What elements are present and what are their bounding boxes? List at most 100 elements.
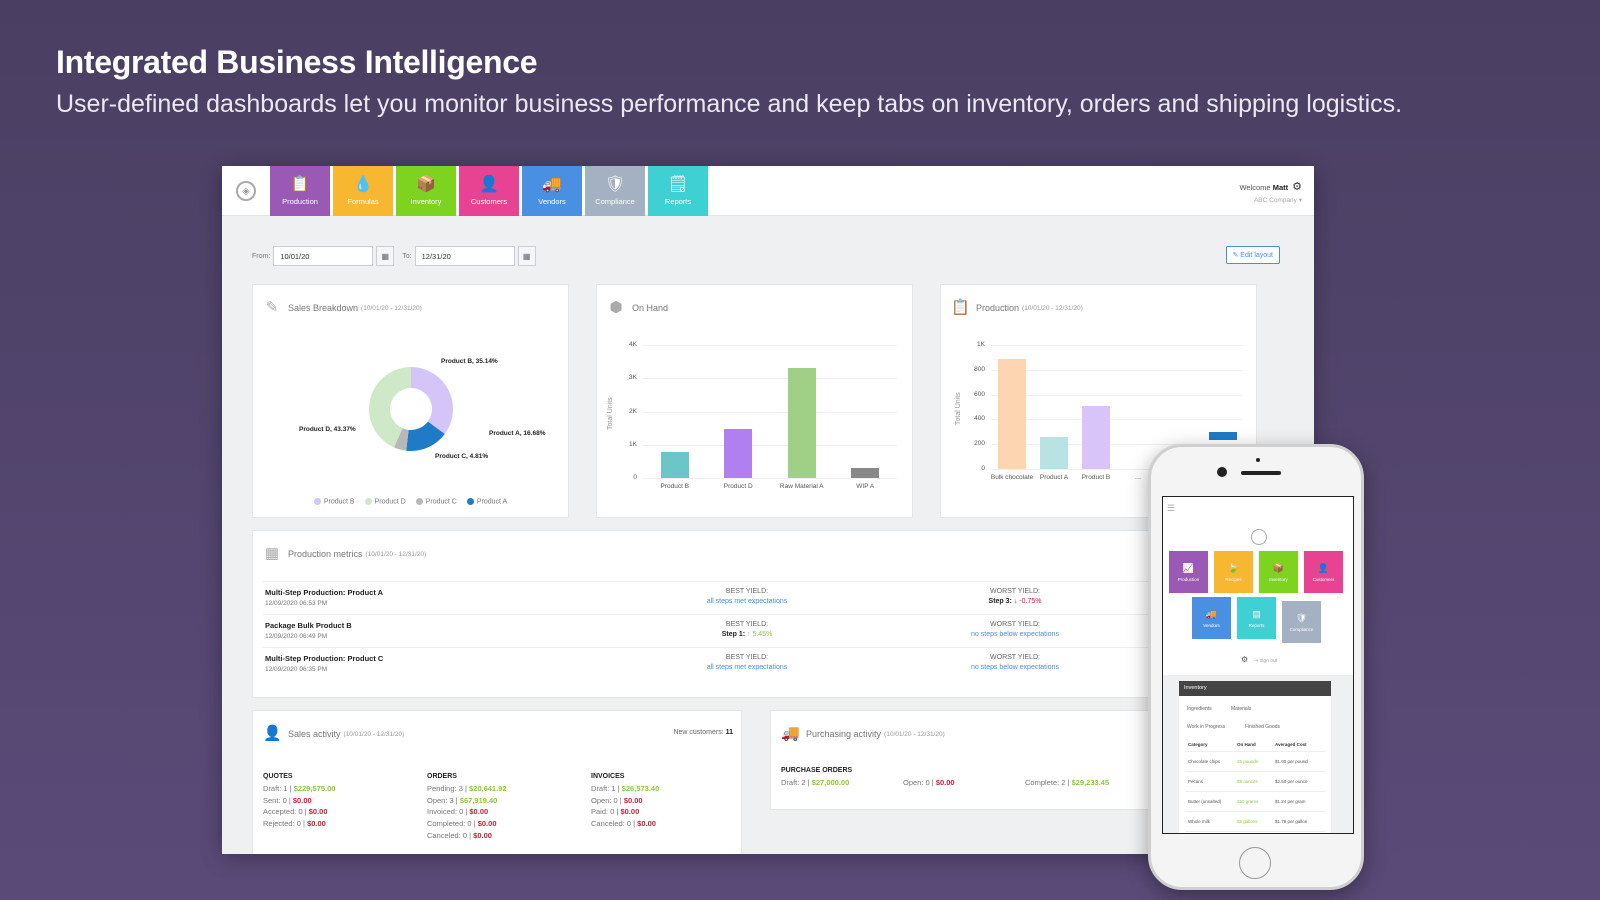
- mobile-tile-reports[interactable]: ▤ Reports: [1237, 597, 1276, 639]
- activity-line[interactable]: Sent: 0 | $0.00: [263, 795, 312, 805]
- nav-tile-inventory[interactable]: 📦 Inventory: [396, 166, 456, 216]
- shield-icon: 🛡: [604, 176, 626, 193]
- donut-slice[interactable]: [406, 421, 445, 451]
- activity-line[interactable]: Open: 3 | $67,919.40: [427, 795, 498, 805]
- calendar-icon[interactable]: ▦: [376, 246, 395, 266]
- to-date-input[interactable]: 12/31/20: [414, 246, 515, 266]
- tab-finished-goods[interactable]: Finished Goods: [1245, 724, 1281, 730]
- nav-tile-vendors[interactable]: 🚚 Vendors: [522, 166, 582, 216]
- activity-line[interactable]: Canceled: 0 | $0.00: [427, 830, 492, 840]
- company-selector[interactable]: ABC Company ▾: [1253, 197, 1302, 204]
- app-logo[interactable]: ◈: [222, 166, 270, 216]
- x-tick: Product A: [1039, 474, 1069, 481]
- home-button[interactable]: [1239, 847, 1271, 879]
- gear-icon[interactable]: ⚙: [1241, 655, 1249, 664]
- bar[interactable]: [1040, 436, 1068, 469]
- table-row[interactable]: Chocolate chips 25 pounds $1.90 per pound: [1185, 752, 1325, 772]
- user-menu[interactable]: Welcome Matt ⚙ ABC Company ▾: [1239, 180, 1302, 204]
- hero-subtitle: User-defined dashboards let you monitor …: [56, 90, 1403, 118]
- tile-icon: ▤: [1252, 608, 1261, 619]
- tab-work-in-progress[interactable]: Work in Progress: [1187, 724, 1226, 730]
- tab-ingredients[interactable]: Ingredients: [1187, 706, 1212, 712]
- nav-tile-reports[interactable]: 🗒 Reports: [648, 166, 708, 216]
- bar[interactable]: [1082, 405, 1110, 469]
- card-title: Sales activity: [288, 729, 341, 739]
- mobile-tile-compliance[interactable]: 🛡 Compliance: [1282, 601, 1321, 643]
- y-axis-title: Total Units: [955, 392, 962, 425]
- bar[interactable]: [724, 428, 753, 478]
- metric-row[interactable]: Multi-Step Production: Product C 12/09/20…: [263, 647, 1256, 680]
- worst-yield-link[interactable]: no steps below expectations: [971, 631, 1059, 638]
- mobile-tile-inventory[interactable]: 📦 Inventory: [1259, 551, 1298, 593]
- card-range: (10/01/20 - 12/31/20): [884, 730, 945, 738]
- edit-layout-button[interactable]: ✎ Edit layout: [1225, 246, 1280, 264]
- mobile-tile-production[interactable]: 📈 Production: [1169, 551, 1208, 593]
- activity-line[interactable]: Pending: 3 | $20,641.92: [427, 783, 507, 793]
- gear-icon[interactable]: ⚙: [1292, 181, 1302, 193]
- metric-time: 12/09/2020 06:35 PM: [265, 666, 328, 673]
- bar[interactable]: [851, 468, 880, 478]
- metric-row[interactable]: Multi-Step Production: Product A 12/09/20…: [263, 581, 1256, 614]
- x-tick: Bulk chocolate: [990, 474, 1034, 481]
- tile-icon: 🛡: [1295, 612, 1308, 623]
- activity-line[interactable]: Canceled: 0 | $0.00: [591, 819, 656, 829]
- gridline: [643, 478, 897, 479]
- production-metrics-card: ▦ Production metrics (10/01/20 - 12/31/2…: [252, 530, 1257, 698]
- donut-slice[interactable]: [411, 367, 453, 434]
- activity-line[interactable]: Completed: 0 | $0.00: [427, 819, 497, 829]
- worst-yield-link[interactable]: no steps below expectations: [971, 664, 1059, 671]
- calendar-icon[interactable]: ▦: [517, 246, 536, 266]
- sign-out-link[interactable]: ⚙ ⇥ sign out: [1241, 655, 1278, 664]
- legend-dot-icon: [364, 497, 372, 505]
- table-row[interactable]: Butter (unsalted) 250 grams $1.24 per gram: [1185, 792, 1325, 812]
- table-row[interactable]: Pecans 58 ounces $2.50 per ounce: [1185, 772, 1325, 792]
- nav-tile-compliance[interactable]: 🛡 Compliance: [585, 166, 645, 216]
- best-yield: BEST YIELD: Step 1: ↑ 5.45%: [721, 621, 773, 638]
- metric-row[interactable]: Package Bulk Product B 12/09/2020 06:49 P…: [263, 614, 1256, 647]
- activity-line[interactable]: Accepted: 0 | $0.00: [263, 807, 328, 817]
- on-hand-bar-chart: 0 1K 2K 3K 4K Total Units Product B Product D Ra…: [597, 285, 914, 519]
- logo-icon: ◈: [236, 181, 256, 201]
- legend-item[interactable]: Product B: [313, 497, 355, 505]
- best-yield-link[interactable]: all steps met expectations: [706, 664, 788, 671]
- box-icon: ⬢: [609, 299, 623, 316]
- clipboard-icon: 📋: [951, 299, 970, 316]
- gridline: [643, 444, 897, 446]
- donut-slice[interactable]: [369, 367, 411, 448]
- nav-tile-customers[interactable]: 👤 Customers: [459, 166, 519, 216]
- legend-item[interactable]: Product D: [364, 497, 406, 505]
- card-title: On Hand: [632, 303, 669, 313]
- gridline: [991, 345, 1243, 346]
- nav-tile-production[interactable]: 📋 Production: [270, 166, 330, 216]
- activity-line[interactable]: Paid: 0 | $0.00: [591, 807, 640, 817]
- hamburger-icon[interactable]: ☰: [1167, 503, 1176, 513]
- tile-icon: 📦: [1272, 562, 1285, 573]
- gridline: [643, 378, 897, 380]
- tab-materials[interactable]: Materials: [1231, 706, 1252, 712]
- slice-label: Product D, 43.37%: [299, 426, 356, 433]
- activity-line[interactable]: Draft: 1 | $26,573.40: [591, 783, 660, 793]
- bar[interactable]: [998, 358, 1026, 469]
- table-header: Category On Hand Averaged Cost: [1185, 738, 1325, 752]
- bar[interactable]: [787, 368, 816, 478]
- activity-line[interactable]: Invoiced: 0 | $0.00: [427, 807, 489, 817]
- y-tick: 200: [974, 440, 985, 448]
- bar[interactable]: [1209, 432, 1237, 440]
- nav-tile-formulas[interactable]: 💧 Formulas: [333, 166, 393, 216]
- legend-item[interactable]: Product A: [466, 497, 507, 505]
- table-row[interactable]: Whole milk 55 gallons $1.78 per gallon: [1185, 812, 1325, 832]
- activity-line[interactable]: Draft: 1 | $229,575.00: [263, 783, 336, 793]
- y-tick: 3K: [629, 374, 637, 382]
- from-date-input[interactable]: 10/01/20: [273, 246, 374, 266]
- best-yield-link[interactable]: all steps met expectations: [706, 598, 788, 605]
- phone-mockup: ☰ 📈 Production 🍃 Recipes 📦 Inventory 👤 Customer…: [1148, 444, 1364, 890]
- donut-slice[interactable]: [394, 428, 409, 451]
- legend-item[interactable]: Product C: [415, 497, 457, 505]
- mobile-tile-vendors[interactable]: 🚚 Vendors: [1192, 597, 1231, 639]
- activity-line[interactable]: Open: 0 | $0.00: [591, 795, 643, 805]
- note-icon: 🗒: [667, 176, 689, 193]
- bar[interactable]: [660, 452, 689, 478]
- activity-line[interactable]: Rejected: 0 | $0.00: [263, 819, 326, 829]
- mobile-tile-customers[interactable]: 👤 Customers: [1304, 551, 1343, 593]
- mobile-tile-recipes[interactable]: 🍃 Recipes: [1214, 551, 1253, 593]
